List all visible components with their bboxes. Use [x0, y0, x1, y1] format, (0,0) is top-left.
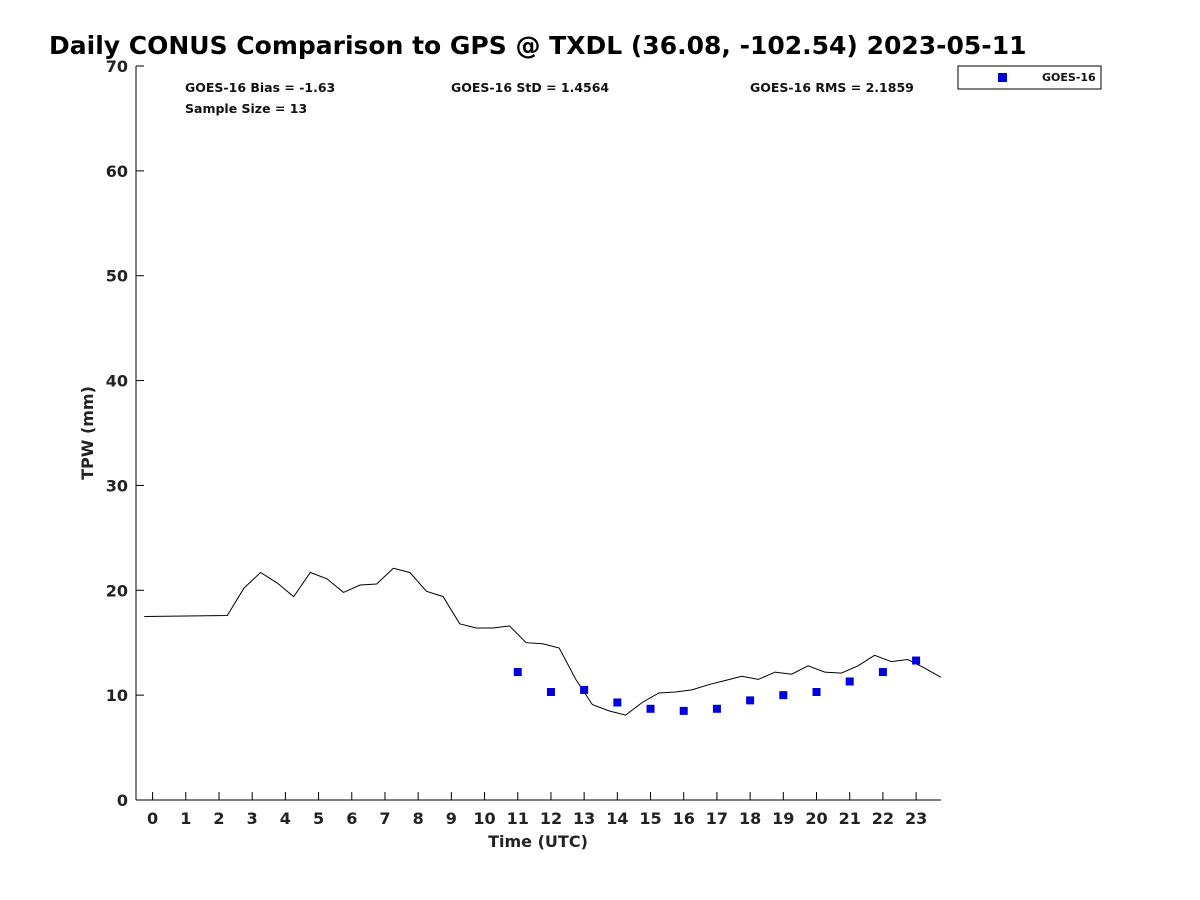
x-tick-label: 23 — [905, 809, 927, 828]
legend-marker-goes16 — [998, 73, 1007, 82]
goes16-point — [546, 687, 555, 696]
x-tick-label: 15 — [639, 809, 661, 828]
x-tick-label: 6 — [346, 809, 357, 828]
x-tick-label: 18 — [739, 809, 761, 828]
legend: GOES-16 — [957, 65, 1102, 90]
goes16-point — [613, 698, 622, 707]
y-tick-label: 50 — [106, 267, 128, 286]
goes16-point — [580, 685, 589, 694]
y-tick-label: 30 — [106, 476, 128, 495]
x-tick-label: 14 — [606, 809, 628, 828]
goes16-point — [779, 691, 788, 700]
bias-annotation: GOES-16 Bias = -1.63 — [185, 80, 335, 95]
sample-size-annotation: Sample Size = 13 — [185, 101, 307, 116]
x-tick-label: 2 — [213, 809, 224, 828]
chart-title: Daily CONUS Comparison to GPS @ TXDL (36… — [49, 31, 1026, 60]
x-tick-label: 17 — [706, 809, 728, 828]
y-tick-label: 40 — [106, 372, 128, 391]
y-tick-label: 0 — [117, 791, 128, 810]
y-tick-label: 10 — [106, 686, 128, 705]
y-tick-label: 20 — [106, 581, 128, 600]
y-axis-label: TPW (mm) — [78, 386, 97, 480]
std-annotation: GOES-16 StD = 1.4564 — [451, 80, 609, 95]
goes16-point — [746, 696, 755, 705]
goes16-point — [646, 704, 655, 713]
x-tick-label: 19 — [772, 809, 794, 828]
goes16-point — [812, 687, 821, 696]
goes16-point — [679, 706, 688, 715]
y-tick-label: 70 — [106, 57, 128, 76]
y-tick-label: 60 — [106, 162, 128, 181]
goes16-point — [878, 668, 887, 677]
x-axis-label: Time (UTC) — [488, 832, 588, 851]
rms-annotation: GOES-16 RMS = 2.1859 — [750, 80, 914, 95]
goes16-point — [845, 677, 854, 686]
x-tick-label: 13 — [573, 809, 595, 828]
y-axis-ticks: 0 10 20 30 40 50 60 70 — [106, 57, 144, 810]
x-tick-label: 9 — [446, 809, 457, 828]
goes16-point — [513, 668, 522, 677]
gps-series-line — [144, 567, 942, 716]
legend-box — [957, 65, 1102, 90]
x-tick-label: 1 — [180, 809, 191, 828]
goes16-point — [712, 704, 721, 713]
x-tick-label: 21 — [839, 809, 861, 828]
x-tick-label: 4 — [280, 809, 291, 828]
x-tick-label: 20 — [805, 809, 827, 828]
x-tick-label: 10 — [473, 809, 495, 828]
series-layer — [144, 567, 942, 716]
x-tick-label: 12 — [540, 809, 562, 828]
x-tick-label: 8 — [413, 809, 424, 828]
x-tick-label: 7 — [379, 809, 390, 828]
x-tick-label: 5 — [313, 809, 324, 828]
x-axis-ticks: 0 1 2 3 4 5 6 7 8 9 10 11 12 13 14 15 16 17 18 19 20 21 22 23 — [147, 792, 927, 828]
x-tick-label: 22 — [872, 809, 894, 828]
goes16-point — [912, 656, 921, 665]
legend-label-goes16: GOES-16 — [1042, 71, 1096, 84]
x-tick-label: 0 — [147, 809, 158, 828]
x-tick-label: 16 — [673, 809, 695, 828]
x-tick-label: 3 — [247, 809, 258, 828]
x-tick-label: 11 — [507, 809, 529, 828]
